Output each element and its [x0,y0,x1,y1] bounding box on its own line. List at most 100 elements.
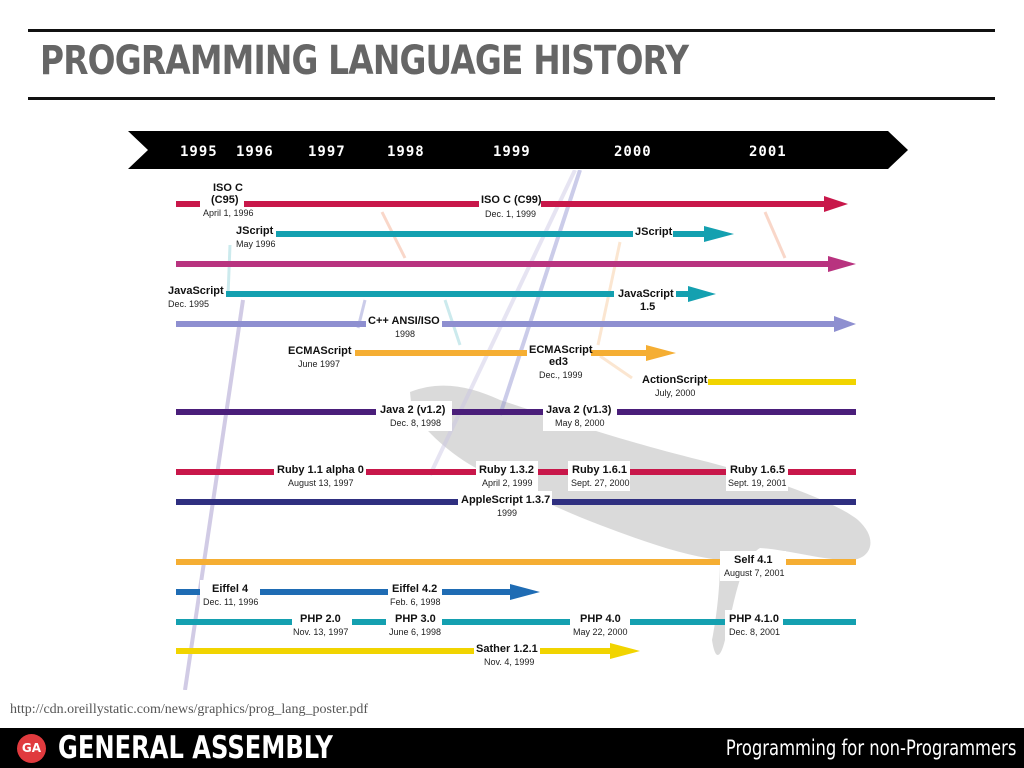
release-date: August 13, 1997 [288,478,354,488]
release-label: Ruby 1.3.2 April 2, 1999 [476,461,538,491]
release-label: Eiffel 4.2 Feb. 6, 1998 [388,580,442,610]
release-label: PHP 4.1.0 Dec. 8, 2001 [725,610,783,640]
release-name: Ruby 1.6.5 [730,464,785,476]
year-label-1999: 1999 [493,144,531,160]
release-name: Ruby 1.1 alpha 0 [277,464,364,476]
c-arrow [824,196,848,212]
page-title: PROGRAMMING LANGUAGE HISTORY [40,38,689,84]
release-label: ECMAScript June 1997 [286,342,354,372]
release-label: PHP 4.0 May 22, 2000 [570,610,630,640]
release-label: Ruby 1.6.1 Sept. 27, 2000 [568,461,630,491]
top-rule [28,29,995,32]
release-name: JScript [236,225,274,237]
release-date: 1998 [395,329,415,339]
release-date: April 2, 1999 [482,478,533,488]
year-label-1995: 1995 [180,144,218,160]
release-name: Java 2 (v1.2) [380,404,446,416]
release-name: Self 4.1 [734,554,773,566]
release-name: AppleScript 1.3.7 [461,494,550,506]
release-name: JavaScript [168,285,224,297]
release-label: ActionScript July, 2000 [640,371,708,401]
release-name: JScript [635,226,673,238]
release-date: Dec. 8, 1998 [390,418,441,428]
release-date: Nov. 4, 1999 [484,657,534,667]
release-name: Ruby 1.6.1 [572,464,627,476]
year-label-1997: 1997 [308,144,346,160]
release-label: Sather 1.2.1 Nov. 4, 1999 [474,640,540,670]
release-date: Nov. 13, 1997 [293,627,348,637]
release-label: JavaScript 1.5 [614,284,676,314]
release-labels: ISO C (C95) April 1, 1996 ISO C (C99) De… [168,180,788,670]
ecmascript-arrow [646,345,676,361]
year-label-2001: 2001 [749,144,787,160]
release-date: Feb. 6, 1998 [390,597,441,607]
influence-line [183,299,245,690]
release-date: Dec. 1, 1999 [485,209,536,219]
release-label: AppleScript 1.3.7 1999 [458,491,552,521]
release-name: ISO C [213,182,243,194]
release-date: June 6, 1998 [389,627,441,637]
release-name: PHP 3.0 [395,613,436,625]
release-date: Dec., 1999 [539,370,583,380]
influence-line [226,244,232,297]
release-name: ECMAScript [529,344,593,356]
release-label: ECMAScript ed3 Dec., 1999 [527,342,593,382]
release-date: June 1997 [298,359,340,369]
jscript-arrow [704,226,734,242]
release-date: April 1, 1996 [203,208,254,218]
release-name: Java 2 (v1.3) [546,404,612,416]
language-timeline-diagram: 1995 1996 1997 1998 1999 2000 2001 [128,131,908,690]
influence-line [599,354,633,380]
release-label: C++ ANSI/ISO 1998 [366,312,442,342]
source-url[interactable]: http://cdn.oreillystatic.com/news/graphi… [10,702,369,717]
sather-arrow [610,643,640,659]
release-date: May 22, 2000 [573,627,628,637]
release-name: Eiffel 4 [212,583,249,595]
release-label: Ruby 1.1 alpha 0 August 13, 1997 [274,461,366,491]
year-timeline-bar: 1995 1996 1997 1998 1999 2000 2001 [128,131,908,169]
release-name: Ruby 1.3.2 [479,464,534,476]
javascript-arrow [688,286,716,302]
footer-bar: GA GENERAL ASSEMBLY Programming for non-… [0,728,1024,768]
release-date: 1999 [497,508,517,518]
release-date: Sept. 19, 2001 [728,478,787,488]
release-label: PHP 2.0 Nov. 13, 1997 [292,610,352,640]
magenta-arrow [828,256,856,272]
course-name: Programming for non-Programmers [725,736,1016,760]
release-label: Java 2 (v1.2) Dec. 8, 1998 [376,401,452,431]
release-name: Eiffel 4.2 [392,583,437,595]
release-name: PHP 4.1.0 [729,613,779,625]
release-label: Self 4.1 August 7, 2001 [720,551,786,581]
release-label: ISO C (C95) April 1, 1996 [200,180,254,220]
release-name: C++ ANSI/ISO [368,315,440,327]
release-label: JScript May 1996 [232,222,276,252]
release-name: PHP 4.0 [580,613,621,625]
release-label: ISO C (C99) Dec. 1, 1999 [479,192,542,222]
release-name: ECMAScript [288,345,352,357]
release-name-line2: ed3 [549,356,568,368]
release-name: JavaScript [618,288,674,300]
release-date: May 8, 2000 [555,418,605,428]
year-label-1996: 1996 [236,144,274,160]
release-label: JavaScript Dec. 1995 [168,282,226,312]
release-date: Sept. 27, 2000 [571,478,630,488]
release-date: Dec. 1995 [168,299,209,309]
release-date: May 1996 [236,239,276,249]
release-date: July, 2000 [655,388,695,398]
year-label-2000: 2000 [614,144,652,160]
cpp-arrow [834,316,856,332]
release-name: ISO C (C99) [481,194,542,206]
release-label: Java 2 (v1.3) May 8, 2000 [543,401,617,431]
release-name: ActionScript [642,374,708,386]
bird-illustration [410,385,871,655]
release-label: JScript [633,224,673,240]
release-label: PHP 3.0 June 6, 1998 [386,610,442,640]
brand-name: GENERAL ASSEMBLY [58,730,333,766]
influence-line [763,211,787,259]
release-name: Sather 1.2.1 [476,643,538,655]
year-label-1998: 1998 [387,144,425,160]
title-underline [28,97,995,100]
release-date: August 7, 2001 [724,568,785,578]
ga-logo-icon: GA [17,734,46,763]
timeline-bar-shape [128,131,908,169]
